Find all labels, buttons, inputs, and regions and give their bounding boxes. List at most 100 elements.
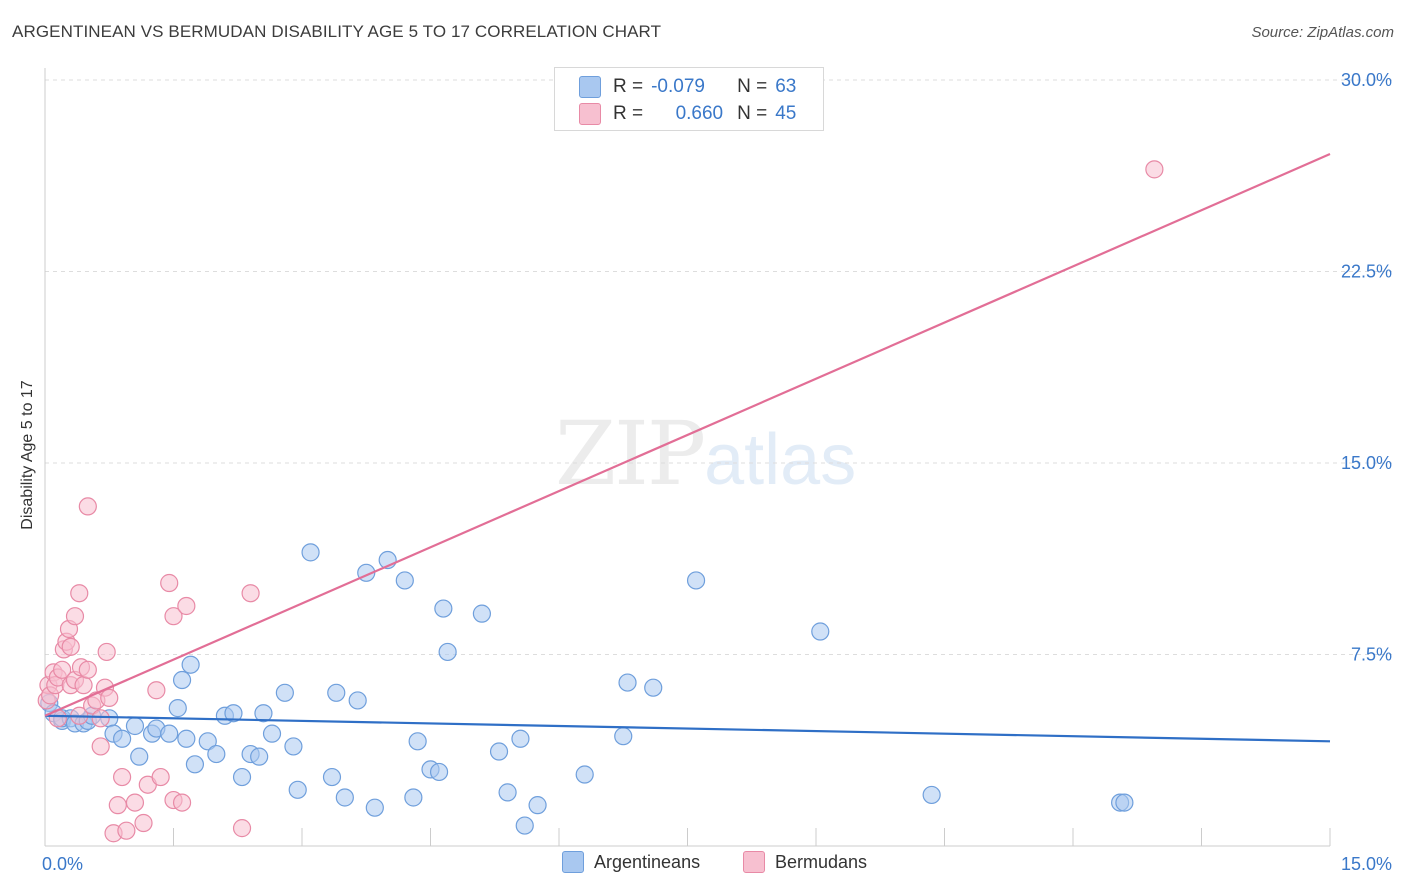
- data-point: [922, 785, 941, 805]
- data-point: [78, 497, 97, 516]
- data-point: [395, 571, 414, 590]
- data-point: [408, 732, 427, 751]
- grid-lines: [45, 79, 1392, 655]
- n-value: 45: [775, 103, 797, 124]
- data-point: [489, 742, 509, 761]
- data-point: [160, 724, 179, 743]
- data-point: [224, 704, 243, 723]
- data-point: [198, 732, 217, 751]
- data-point: [301, 543, 320, 562]
- data-point: [275, 683, 294, 702]
- series-argentineans: [40, 543, 1134, 835]
- data-point: [528, 796, 547, 815]
- data-point: [434, 599, 453, 618]
- data-point: [232, 819, 252, 838]
- trend-lines: [44, 153, 1331, 743]
- data-point: [112, 729, 132, 748]
- data-point: [207, 744, 226, 764]
- data-point: [232, 767, 252, 787]
- data-point: [335, 788, 354, 807]
- source-label: Source: ZipAtlas.com: [1251, 24, 1394, 41]
- data-point: [498, 783, 517, 802]
- data-point: [811, 622, 830, 641]
- y-tick-label: 22.5%: [1341, 262, 1392, 282]
- trend-line-argentineans: [44, 714, 1331, 743]
- data-point: [254, 704, 273, 723]
- data-point: [125, 793, 145, 812]
- series-bermudans: [37, 160, 1164, 843]
- data-point: [1145, 160, 1164, 179]
- data-point: [472, 604, 491, 623]
- data-point: [181, 655, 200, 674]
- tick-labels: 7.5% 15.0% 22.5% 30.0% 0.0% 15.0%: [42, 70, 1392, 874]
- data-point: [74, 676, 93, 695]
- legend-item-argentineans[interactable]: Argentineans: [562, 851, 700, 873]
- data-point: [172, 793, 192, 812]
- x-tick-label: 15.0%: [1341, 854, 1392, 874]
- data-point: [404, 788, 423, 807]
- n-value: 63: [775, 76, 797, 97]
- data-point: [130, 747, 149, 766]
- data-point: [1115, 793, 1134, 812]
- data-point: [177, 596, 196, 616]
- data-point: [151, 767, 170, 787]
- data-point: [168, 699, 187, 718]
- argentineans-swatch: [562, 851, 584, 873]
- legend-label: Argentineans: [594, 851, 701, 872]
- watermark-logo: ZIPatlas: [555, 402, 856, 505]
- data-point: [365, 798, 384, 817]
- data-point: [112, 767, 132, 787]
- n-label: N =: [737, 103, 768, 124]
- data-point: [164, 607, 183, 626]
- data-point: [511, 729, 530, 748]
- trend-line-bermudans: [44, 153, 1331, 717]
- data-point: [284, 737, 303, 756]
- legend-label: Bermudans: [775, 851, 868, 872]
- legend-item-bermudans[interactable]: Bermudans: [743, 851, 867, 873]
- data-point: [91, 737, 110, 756]
- watermark-zip: ZIP: [555, 402, 706, 505]
- series-legend: Argentineans Bermudans: [0, 851, 1406, 877]
- data-point: [618, 673, 637, 692]
- y-axis-label: Disability Age 5 to 17: [19, 380, 36, 530]
- bermudans-swatch: [579, 103, 601, 125]
- x-tick-label: 0.0%: [42, 854, 83, 874]
- data-point: [185, 755, 205, 774]
- data-point: [614, 727, 633, 746]
- y-tick-label: 15.0%: [1341, 453, 1392, 473]
- data-point: [147, 681, 166, 700]
- data-point: [91, 709, 110, 728]
- data-point: [100, 688, 119, 708]
- data-point: [78, 660, 97, 679]
- data-point: [429, 762, 449, 782]
- data-point: [348, 691, 367, 710]
- r-value: 0.660: [675, 103, 724, 124]
- correlation-legend: R = -0.079 N = 63 R = 0.660 N = 45: [554, 67, 824, 131]
- data-points: [37, 160, 1164, 843]
- data-point: [241, 584, 260, 603]
- data-point: [322, 767, 342, 787]
- chart-title: ARGENTINEAN VS BERMUDAN DISABILITY AGE 5…: [12, 22, 662, 41]
- legend-row-argentineans: R = -0.079 N = 63: [579, 75, 796, 99]
- r-label: R =: [613, 103, 644, 124]
- data-point: [288, 780, 307, 799]
- bermudans-swatch: [743, 851, 765, 873]
- data-point: [515, 816, 534, 835]
- data-point: [125, 716, 145, 736]
- argentineans-swatch: [579, 76, 601, 98]
- legend-row-bermudans: R = 0.660 N = 45: [579, 102, 796, 126]
- data-point: [97, 642, 116, 662]
- y-tick-label: 30.0%: [1341, 70, 1392, 90]
- data-point: [117, 821, 136, 840]
- data-point: [575, 765, 594, 784]
- data-point: [61, 637, 80, 656]
- data-point: [327, 683, 346, 702]
- data-point: [177, 729, 196, 748]
- data-point: [262, 724, 282, 743]
- data-point: [250, 747, 269, 766]
- data-point: [70, 584, 89, 603]
- y-tick-label: 7.5%: [1351, 645, 1392, 665]
- data-point: [438, 642, 457, 662]
- data-point: [686, 571, 706, 590]
